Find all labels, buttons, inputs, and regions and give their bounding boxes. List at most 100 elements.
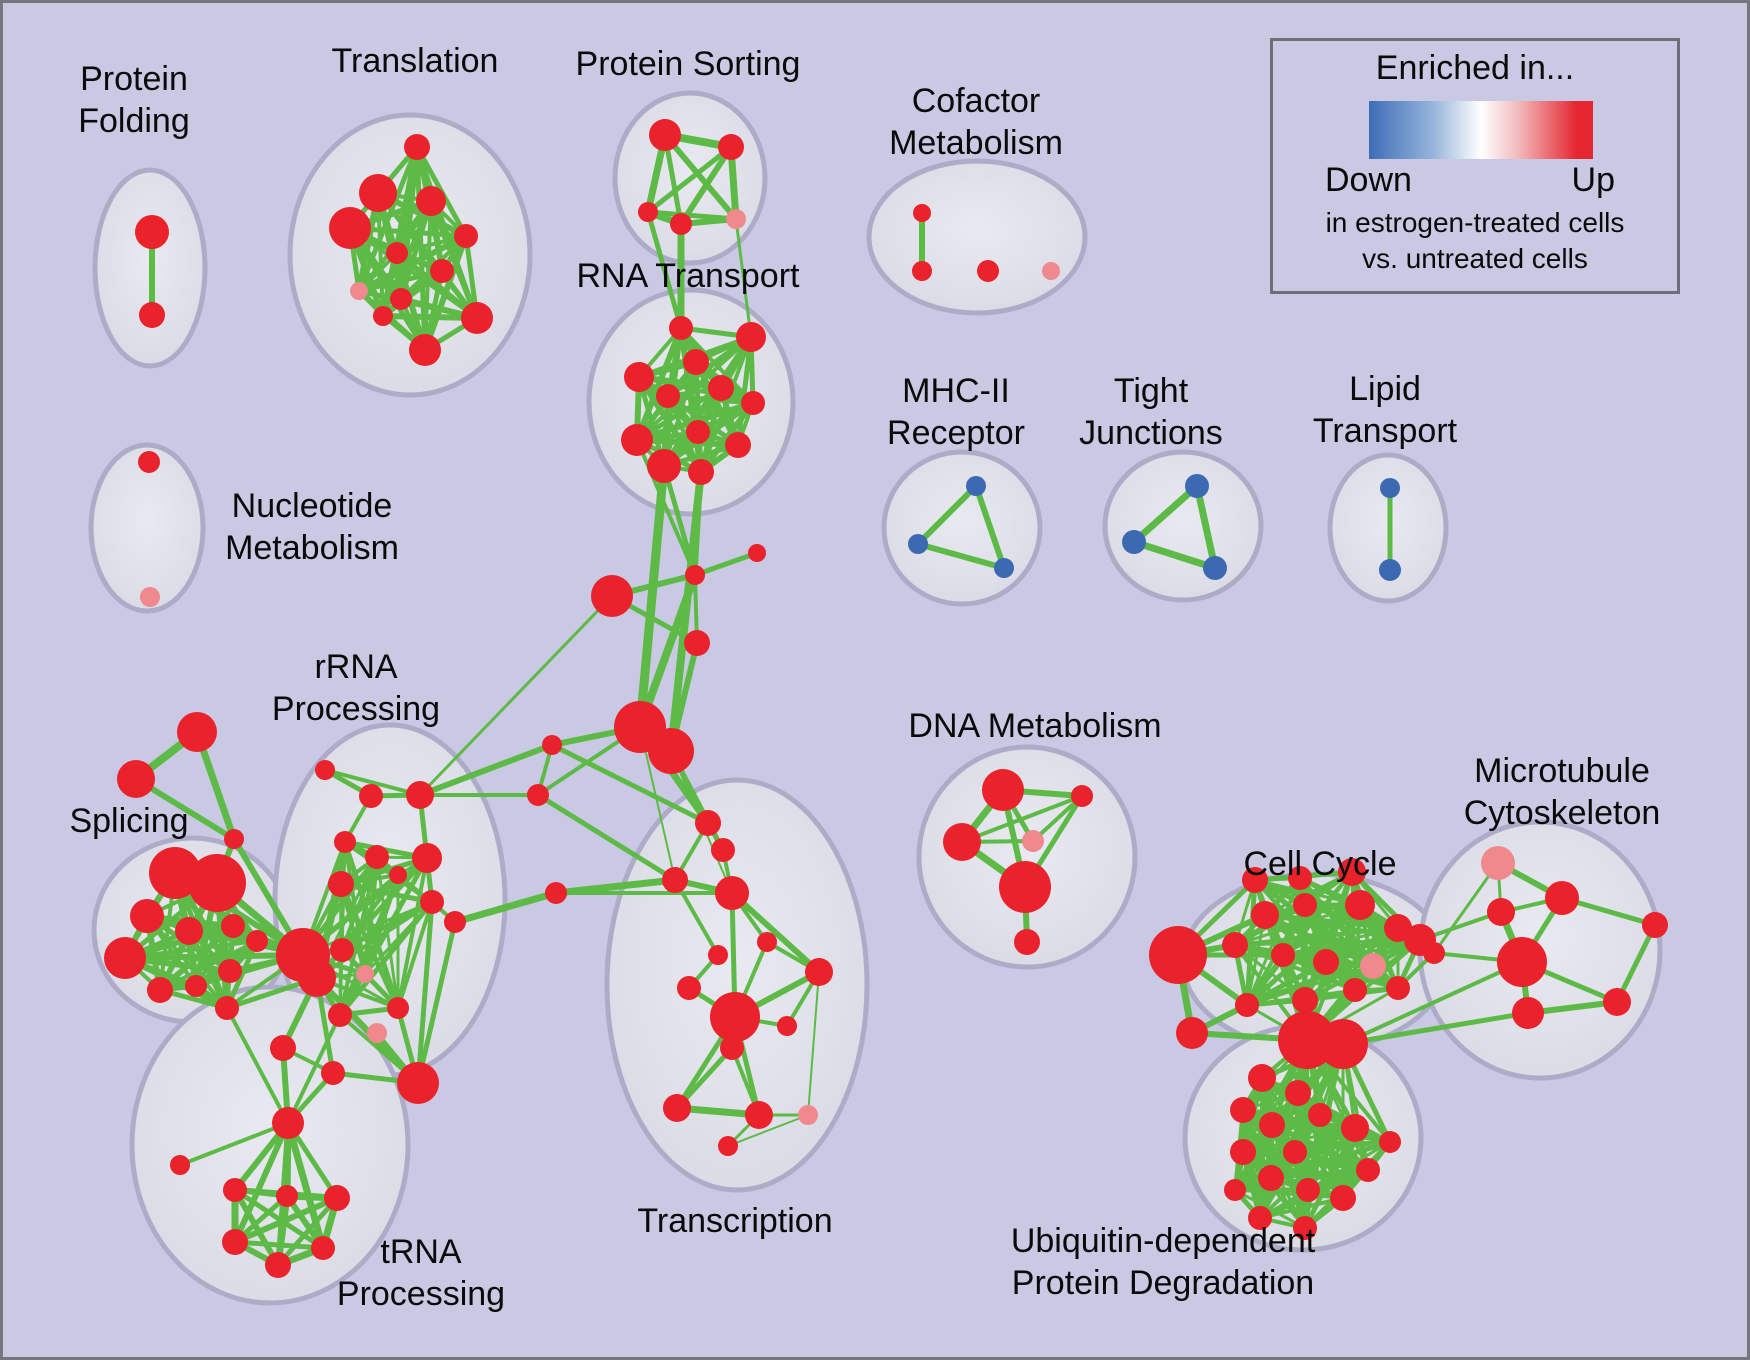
node-ub11 bbox=[1330, 1185, 1356, 1211]
node-tx14 bbox=[798, 1105, 818, 1125]
node-rt11 bbox=[647, 449, 681, 483]
node-tx10 bbox=[777, 1016, 797, 1036]
node-rr8 bbox=[389, 866, 407, 884]
node-cf4 bbox=[1042, 262, 1060, 280]
node-cf3 bbox=[977, 260, 999, 282]
node-rt6 bbox=[708, 375, 734, 401]
edge bbox=[417, 742, 555, 798]
node-tr6 bbox=[386, 242, 408, 264]
node-tr1 bbox=[404, 134, 430, 160]
edge bbox=[635, 461, 669, 732]
node-tj2 bbox=[1122, 530, 1146, 554]
node-mt8 bbox=[1642, 912, 1668, 938]
node-ub8 bbox=[1341, 1114, 1369, 1142]
node-rr2 bbox=[359, 784, 383, 808]
edge bbox=[915, 483, 979, 547]
node-tn5 bbox=[311, 1236, 335, 1260]
edge bbox=[645, 209, 684, 331]
edge bbox=[275, 1195, 340, 1268]
node-pf2 bbox=[139, 302, 165, 328]
edge bbox=[1233, 1188, 1307, 1230]
node-hb2 bbox=[298, 959, 336, 997]
node-mt7 bbox=[1603, 988, 1631, 1016]
node-rt12 bbox=[688, 459, 714, 485]
node-dn4 bbox=[1022, 830, 1044, 852]
node-tc2 bbox=[527, 784, 549, 806]
cluster-label-dna-metabolism-line1: DNA Metabolism bbox=[908, 707, 1161, 745]
node-ps1 bbox=[649, 119, 681, 151]
edge bbox=[323, 768, 422, 797]
edge bbox=[232, 1195, 340, 1245]
edge bbox=[692, 469, 704, 578]
node-rt4 bbox=[624, 362, 654, 392]
cluster-label-nucleotide-metabolism-line1: Nucleotide bbox=[232, 487, 393, 525]
edge bbox=[356, 268, 445, 294]
node-tx15 bbox=[718, 1136, 738, 1156]
edge bbox=[1245, 913, 1267, 1007]
edge bbox=[807, 971, 820, 1116]
node-tx13 bbox=[745, 1101, 773, 1129]
node-rr7 bbox=[328, 871, 354, 897]
node-sp11 bbox=[215, 996, 239, 1020]
node-ccL bbox=[1149, 926, 1207, 984]
cluster-label-cell-cycle-line1: Cell Cycle bbox=[1243, 845, 1396, 883]
node-ub4 bbox=[1259, 1112, 1285, 1138]
node-tj3 bbox=[1203, 556, 1227, 580]
edge bbox=[158, 939, 259, 992]
cluster-label-translation-line1: Translation bbox=[332, 42, 499, 80]
node-rt8 bbox=[686, 420, 710, 444]
edge bbox=[157, 923, 236, 993]
edge bbox=[232, 1187, 281, 1268]
edge bbox=[428, 198, 480, 321]
node-ps3 bbox=[638, 202, 658, 222]
edge bbox=[727, 1114, 809, 1147]
node-tr7 bbox=[430, 259, 454, 283]
cluster-labels: Protein Folding Translation Protein Sorting… bbox=[69, 42, 1660, 1313]
edge bbox=[232, 1187, 326, 1251]
node-rr1 bbox=[315, 760, 335, 780]
node-sp5 bbox=[175, 917, 203, 945]
node-cc4 bbox=[1222, 932, 1248, 958]
edge bbox=[661, 463, 698, 578]
edge bbox=[418, 594, 614, 797]
node-ub5 bbox=[1308, 1103, 1332, 1127]
node-dn2 bbox=[1071, 785, 1093, 807]
node-tnL bbox=[170, 1155, 190, 1175]
edge bbox=[133, 776, 237, 842]
edge bbox=[662, 132, 739, 222]
edge bbox=[396, 856, 429, 1010]
node-ub3 bbox=[1230, 1097, 1256, 1123]
node-ub6 bbox=[1230, 1139, 1256, 1165]
edge bbox=[337, 899, 435, 1018]
edge bbox=[645, 144, 734, 215]
node-sp7 bbox=[147, 977, 173, 1003]
node-tn1 bbox=[223, 1178, 247, 1202]
node-cc7 bbox=[1345, 890, 1375, 920]
edge bbox=[634, 325, 684, 443]
legend-box: Enriched in... Down Up in estrogen-treat… bbox=[1270, 38, 1680, 294]
node-rt5 bbox=[656, 384, 680, 408]
node-ub15 bbox=[1356, 1158, 1380, 1182]
edge bbox=[915, 541, 1007, 571]
node-cn4 bbox=[684, 630, 710, 656]
cluster-label-cofactor-metabolism-line1: Cofactor bbox=[912, 82, 1041, 120]
node-cc11 bbox=[1360, 953, 1386, 979]
cluster-label-microtubule-cytoskeleton-line2: Cytoskeleton bbox=[1464, 794, 1661, 832]
cluster-label-protein-sorting-line1: Protein Sorting bbox=[576, 45, 801, 83]
cluster-label-ubiquitin-degradation-line2: Protein Degradation bbox=[1012, 1264, 1314, 1302]
node-tx9 bbox=[710, 992, 760, 1042]
node-mt4 bbox=[1497, 937, 1547, 987]
node-sp3 bbox=[130, 899, 164, 933]
node-lp2 bbox=[1379, 559, 1401, 581]
node-tr11 bbox=[409, 334, 441, 366]
node-mh2 bbox=[908, 534, 928, 554]
node-st2 bbox=[117, 760, 155, 798]
node-lp1 bbox=[1380, 478, 1400, 498]
node-cch2 bbox=[1318, 1019, 1368, 1069]
legend-title: Enriched in... bbox=[1375, 49, 1575, 87]
legend-up-label: Up bbox=[1571, 161, 1615, 199]
edge bbox=[224, 938, 260, 1011]
cluster-label-tight-junctions-line1: Tight bbox=[1114, 372, 1189, 410]
cluster-label-microtubule-cytoskeleton-line1: Microtubule bbox=[1474, 752, 1650, 790]
node-mh1 bbox=[966, 476, 986, 496]
